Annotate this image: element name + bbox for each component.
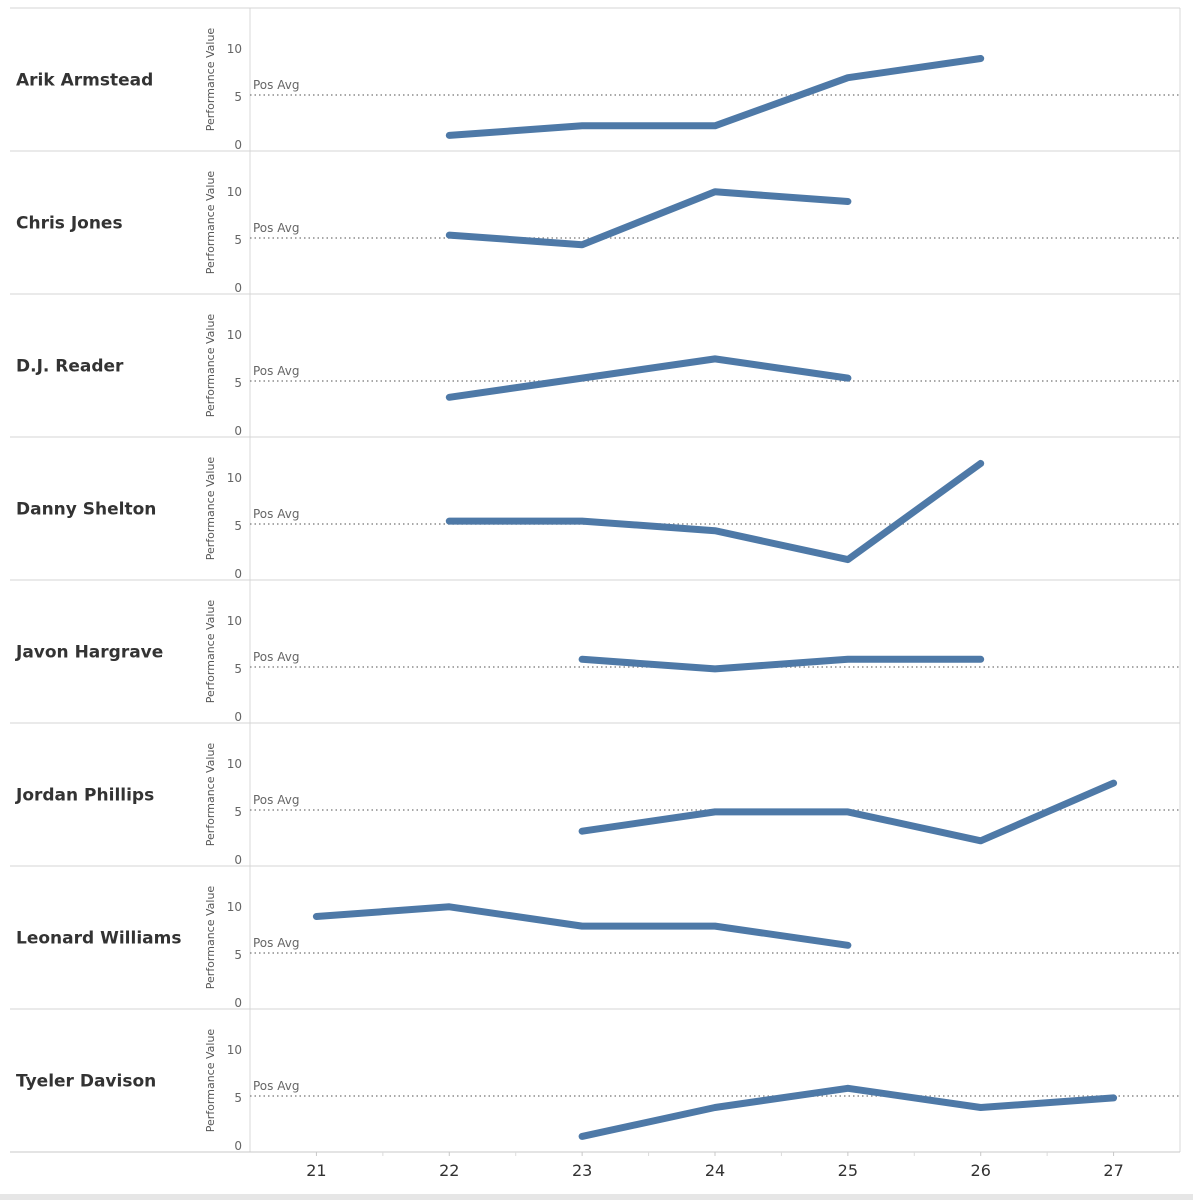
y-tick-label: 5 xyxy=(234,519,242,533)
panel-arik-armstead: Arik Armstead Performance Value 0 5 10 Pos Av… xyxy=(10,7,1180,152)
x-tick-label: 25 xyxy=(838,1161,858,1180)
player-name: Danny Shelton xyxy=(16,500,156,520)
y-axis-title: Performance Value xyxy=(204,28,217,132)
y-tick-label: 0 xyxy=(234,424,242,438)
player-name: Leonard Williams xyxy=(16,929,181,949)
y-axis-title: Performance Value xyxy=(204,743,217,847)
series-line xyxy=(578,779,1118,845)
panel-chris-jones: Chris Jones Performance Value 0 5 10 Pos Avg xyxy=(10,150,1180,295)
player-name: Jordan Phillips xyxy=(15,786,154,806)
y-tick-label: 5 xyxy=(234,1091,242,1105)
y-tick-label: 10 xyxy=(227,757,242,771)
y-tick-label: 0 xyxy=(234,567,242,581)
series-line xyxy=(445,55,985,139)
panel-d-j-reader: D.J. Reader Performance Value 0 5 10 Pos Avg xyxy=(10,293,1180,438)
footer-band xyxy=(0,1194,1193,1200)
y-tick-label: 0 xyxy=(234,138,242,152)
panel-tyeler-davison: Tyeler Davison Performance Value 0 5 10 Pos A… xyxy=(10,1008,1180,1153)
y-axis-title: Performance Value xyxy=(204,886,217,990)
y-tick-label: 5 xyxy=(234,90,242,104)
pos-avg-label: Pos Avg xyxy=(253,793,299,807)
series-line xyxy=(445,355,852,401)
panel-jordan-phillips: Jordan Phillips Performance Value 0 5 10 Pos … xyxy=(10,722,1180,867)
y-tick-label: 5 xyxy=(234,662,242,676)
panel-javon-hargrave: Javon Hargrave Performance Value 0 5 10 Pos A… xyxy=(10,579,1180,724)
series-line xyxy=(445,459,985,564)
series-line xyxy=(578,1084,1118,1140)
series-line xyxy=(312,903,852,949)
pos-avg-label: Pos Avg xyxy=(253,507,299,521)
y-tick-label: 5 xyxy=(234,805,242,819)
panel-leonard-williams: Leonard Williams Performance Value 0 5 10 Pos… xyxy=(10,865,1180,1010)
y-tick-label: 0 xyxy=(234,853,242,867)
player-name: Arik Armstead xyxy=(16,71,153,91)
y-tick-label: 5 xyxy=(234,948,242,962)
y-axis-title: Performance Value xyxy=(204,314,217,418)
panel-danny-shelton: Danny Shelton Performance Value 0 5 10 Pos Av… xyxy=(10,436,1180,581)
y-axis-title: Performance Value xyxy=(204,600,217,704)
x-tick-label: 22 xyxy=(439,1161,459,1180)
series-line xyxy=(578,655,985,673)
y-tick-label: 0 xyxy=(234,281,242,295)
x-tick-label: 26 xyxy=(971,1161,991,1180)
player-name: Javon Hargrave xyxy=(15,643,163,663)
y-tick-label: 10 xyxy=(227,185,242,199)
y-tick-label: 10 xyxy=(227,614,242,628)
y-tick-label: 0 xyxy=(234,1139,242,1153)
y-tick-label: 10 xyxy=(227,1043,242,1057)
y-tick-label: 10 xyxy=(227,42,242,56)
y-tick-label: 10 xyxy=(227,328,242,342)
pos-avg-label: Pos Avg xyxy=(253,364,299,378)
y-tick-label: 0 xyxy=(234,996,242,1010)
pos-avg-label: Pos Avg xyxy=(253,221,299,235)
y-axis-title: Performance Value xyxy=(204,171,217,275)
x-tick-label: 27 xyxy=(1103,1161,1123,1180)
x-axis: 21 22 23 24 25 26 27 xyxy=(306,1152,1124,1180)
y-tick-label: 0 xyxy=(234,710,242,724)
x-tick-label: 21 xyxy=(306,1161,326,1180)
pos-avg-label: Pos Avg xyxy=(253,78,299,92)
y-axis-title: Performance Value xyxy=(204,1029,217,1133)
player-name: Chris Jones xyxy=(16,214,123,234)
x-tick-label: 23 xyxy=(572,1161,592,1180)
series-line xyxy=(445,188,852,249)
pos-avg-label: Pos Avg xyxy=(253,936,299,950)
pos-avg-label: Pos Avg xyxy=(253,1079,299,1093)
pos-avg-label: Pos Avg xyxy=(253,650,299,664)
y-tick-label: 5 xyxy=(234,376,242,390)
x-tick-label: 24 xyxy=(705,1161,725,1180)
y-tick-label: 10 xyxy=(227,471,242,485)
y-tick-label: 5 xyxy=(234,233,242,247)
y-tick-label: 10 xyxy=(227,900,242,914)
y-axis-title: Performance Value xyxy=(204,457,217,561)
player-name: D.J. Reader xyxy=(16,357,124,377)
player-name: Tyeler Davison xyxy=(16,1072,156,1092)
